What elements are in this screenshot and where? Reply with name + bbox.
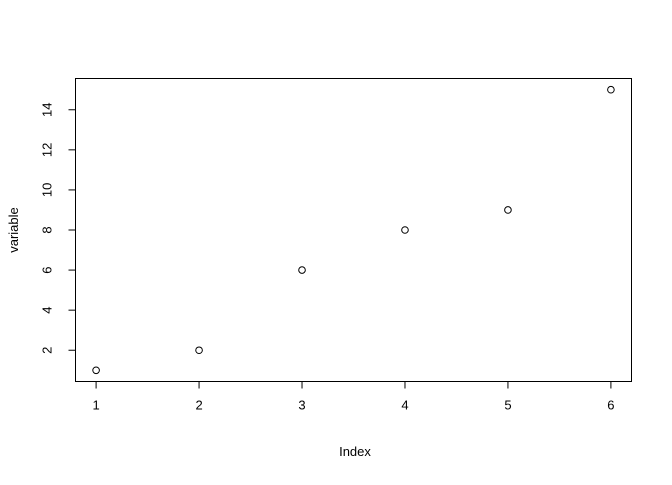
data-point	[298, 266, 306, 274]
x-tick-label: 5	[504, 398, 511, 413]
x-tick-label: 2	[195, 398, 202, 413]
y-axis-label: variable	[6, 207, 21, 253]
x-tick-label: 1	[92, 398, 99, 413]
data-point	[607, 85, 615, 94]
data-point	[92, 366, 100, 375]
data-point	[504, 206, 512, 214]
y-axis: 2 4 6 8 10 12 14	[40, 103, 76, 354]
y-tick-label: 12	[40, 143, 55, 157]
x-axis-label: Index	[339, 444, 371, 459]
data-point	[401, 226, 409, 234]
data-point	[195, 346, 203, 355]
x-tick-label: 4	[401, 398, 408, 413]
x-tick-label: 6	[607, 398, 614, 413]
y-tick-label: 8	[40, 226, 55, 233]
plot-box	[75, 78, 632, 382]
y-tick-label: 14	[40, 103, 55, 117]
y-tick-label: 2	[40, 347, 55, 354]
x-tick-label: 3	[298, 398, 305, 413]
y-tick-label: 6	[40, 266, 55, 273]
y-tick-label: 10	[40, 183, 55, 197]
x-axis: 1 2 3 4 5 6	[92, 381, 615, 413]
y-tick-label: 4	[40, 307, 55, 314]
data-points	[92, 85, 615, 375]
